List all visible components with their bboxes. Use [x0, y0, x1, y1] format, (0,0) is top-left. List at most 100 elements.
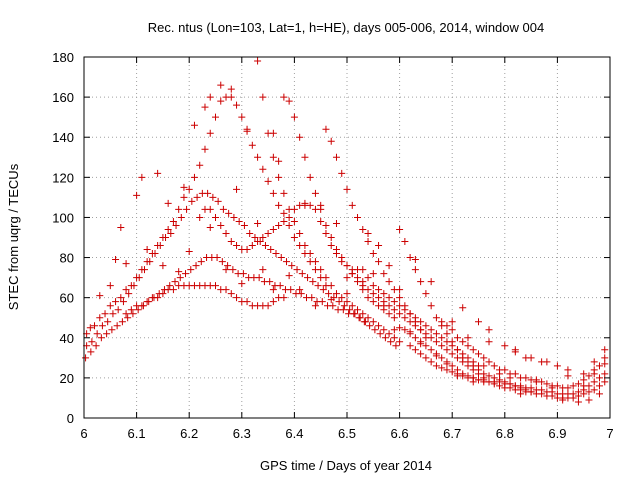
data-point	[506, 374, 514, 382]
data-point	[261, 242, 269, 250]
data-point	[259, 234, 267, 241]
data-point	[243, 298, 251, 306]
data-point	[396, 310, 404, 318]
data-point	[169, 286, 177, 294]
data-point	[301, 153, 309, 161]
data-point	[151, 250, 159, 258]
data-point	[206, 205, 214, 213]
data-point	[485, 338, 493, 346]
data-point	[422, 334, 430, 342]
data-point	[296, 229, 304, 237]
data-point	[206, 93, 214, 101]
data-point	[159, 290, 167, 298]
data-point	[87, 348, 95, 356]
data-point	[322, 221, 330, 229]
data-point	[217, 221, 225, 229]
data-point	[227, 238, 235, 246]
data-point	[406, 342, 414, 350]
data-point	[88, 338, 96, 346]
data-point	[464, 342, 472, 350]
series-outliers	[96, 81, 609, 406]
data-point	[432, 362, 440, 370]
data-point	[280, 189, 288, 197]
data-point	[327, 234, 335, 241]
series-arc-m	[438, 318, 609, 392]
data-point	[306, 250, 314, 258]
data-point	[496, 370, 504, 378]
data-point	[595, 382, 603, 390]
data-point	[162, 234, 170, 241]
data-point	[411, 346, 419, 354]
data-point	[172, 221, 180, 229]
data-point	[267, 246, 275, 254]
data-point	[206, 223, 214, 231]
data-point	[448, 350, 456, 358]
data-point	[343, 262, 351, 270]
data-point	[296, 133, 304, 141]
data-point	[343, 290, 351, 298]
series-arc-j	[396, 225, 535, 396]
data-point	[248, 242, 256, 250]
data-point	[490, 362, 498, 370]
data-point	[297, 290, 305, 298]
data-point	[222, 229, 230, 237]
y-tick-label: 0	[67, 411, 74, 426]
data-point	[553, 382, 561, 390]
data-point	[438, 342, 446, 350]
data-point	[396, 324, 404, 332]
data-point	[453, 334, 461, 342]
data-point	[585, 396, 593, 404]
data-point	[369, 290, 377, 298]
data-point	[411, 256, 419, 264]
data-point	[138, 302, 146, 310]
data-point	[338, 254, 346, 262]
data-point	[212, 213, 219, 221]
data-point	[564, 366, 572, 374]
data-point	[380, 270, 388, 278]
data-point	[180, 193, 188, 201]
data-point	[396, 286, 404, 294]
data-point	[422, 342, 430, 350]
data-point	[585, 372, 593, 380]
data-point	[501, 342, 509, 350]
data-point	[122, 310, 130, 318]
data-point	[464, 358, 472, 366]
y-axis-label: STEC from uqrg / TECUs	[6, 163, 21, 310]
data-point	[91, 322, 99, 330]
data-point	[527, 384, 535, 392]
data-point	[443, 330, 451, 338]
data-point	[390, 306, 398, 314]
data-point	[180, 183, 188, 191]
data-point	[275, 201, 283, 209]
data-point	[254, 57, 262, 65]
data-point	[564, 384, 572, 392]
data-point	[427, 302, 435, 310]
y-tick-label: 20	[60, 371, 74, 386]
data-point	[453, 346, 461, 354]
data-point	[364, 314, 372, 322]
data-point	[124, 314, 132, 322]
data-point	[464, 334, 472, 342]
data-point	[311, 258, 319, 266]
data-point	[438, 354, 446, 362]
data-point	[233, 294, 241, 302]
data-point	[559, 396, 567, 404]
data-point	[254, 153, 262, 161]
data-point	[254, 238, 262, 246]
data-point	[532, 376, 540, 384]
data-point	[285, 272, 293, 280]
data-point	[406, 310, 414, 318]
data-point	[122, 286, 130, 294]
data-point	[164, 225, 172, 233]
data-point	[304, 274, 312, 282]
data-point	[196, 161, 204, 169]
data-point	[227, 290, 235, 298]
data-point	[266, 278, 274, 286]
data-point	[243, 246, 251, 254]
data-point	[364, 238, 372, 246]
data-point	[564, 372, 572, 380]
data-point	[130, 282, 138, 290]
data-point	[119, 298, 127, 306]
data-point	[154, 169, 162, 177]
